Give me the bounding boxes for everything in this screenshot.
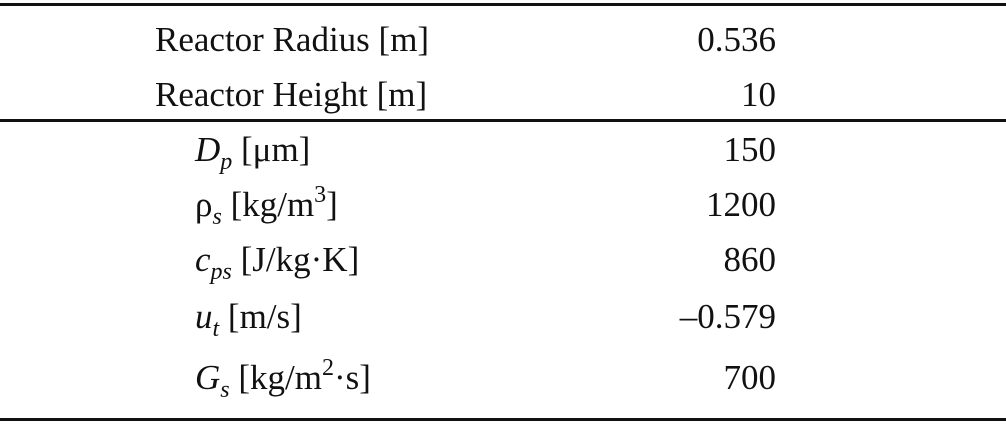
row-label: ut [m/s] xyxy=(195,292,302,342)
unit: [J/kg·K] xyxy=(231,240,360,279)
symbol: D xyxy=(195,130,221,169)
row-label: Gs [kg/m2·s] xyxy=(195,353,371,403)
row-value: 10 xyxy=(741,75,776,114)
subscript: s xyxy=(212,204,222,230)
table-row: ρs [kg/m3] 1200 xyxy=(0,180,1006,230)
table-row: Reactor Radius [m] 0.536 xyxy=(0,15,1006,65)
symbol: ρ xyxy=(195,185,213,224)
row-label: ρs [kg/m3] xyxy=(195,180,338,230)
symbol: G xyxy=(195,358,221,397)
unit: [m/s] xyxy=(219,297,302,336)
bottom-rule xyxy=(0,418,1006,421)
superscript: 3 xyxy=(314,182,327,208)
row-label: Reactor Height [m] xyxy=(155,75,428,114)
table-row: ut [m/s] –0.579 xyxy=(0,292,1006,342)
row-value: –0.579 xyxy=(679,297,776,336)
top-rule xyxy=(0,3,1006,6)
subscript: s xyxy=(220,377,230,403)
table-row: Gs [kg/m2·s] 700 xyxy=(0,353,1006,403)
row-label: cps [J/kg·K] xyxy=(195,235,359,285)
table-row: Reactor Height [m] 10 xyxy=(0,70,1006,120)
row-value: 860 xyxy=(723,240,777,279)
row-label: Dp [μm] xyxy=(195,125,310,175)
row-label: Reactor Radius [m] xyxy=(155,20,430,59)
subscript: t xyxy=(212,316,220,342)
unit: [μm] xyxy=(232,130,311,169)
unit: ] xyxy=(326,185,338,224)
unit: [kg/m xyxy=(229,358,322,397)
unit: ·s] xyxy=(333,358,371,397)
unit: [kg/m xyxy=(221,185,315,224)
subscript: p xyxy=(220,149,233,175)
row-value: 700 xyxy=(723,358,777,397)
row-value: 150 xyxy=(723,130,777,169)
row-value: 0.536 xyxy=(697,20,776,59)
symbol: c xyxy=(195,240,211,279)
subscript: ps xyxy=(210,259,232,285)
table-row: cps [J/kg·K] 860 xyxy=(0,235,1006,285)
mid-rule xyxy=(0,119,1006,122)
symbol: u xyxy=(195,297,213,336)
row-value: 1200 xyxy=(706,185,776,224)
superscript: 2 xyxy=(321,355,334,381)
table-row: Dp [μm] 150 xyxy=(0,125,1006,175)
